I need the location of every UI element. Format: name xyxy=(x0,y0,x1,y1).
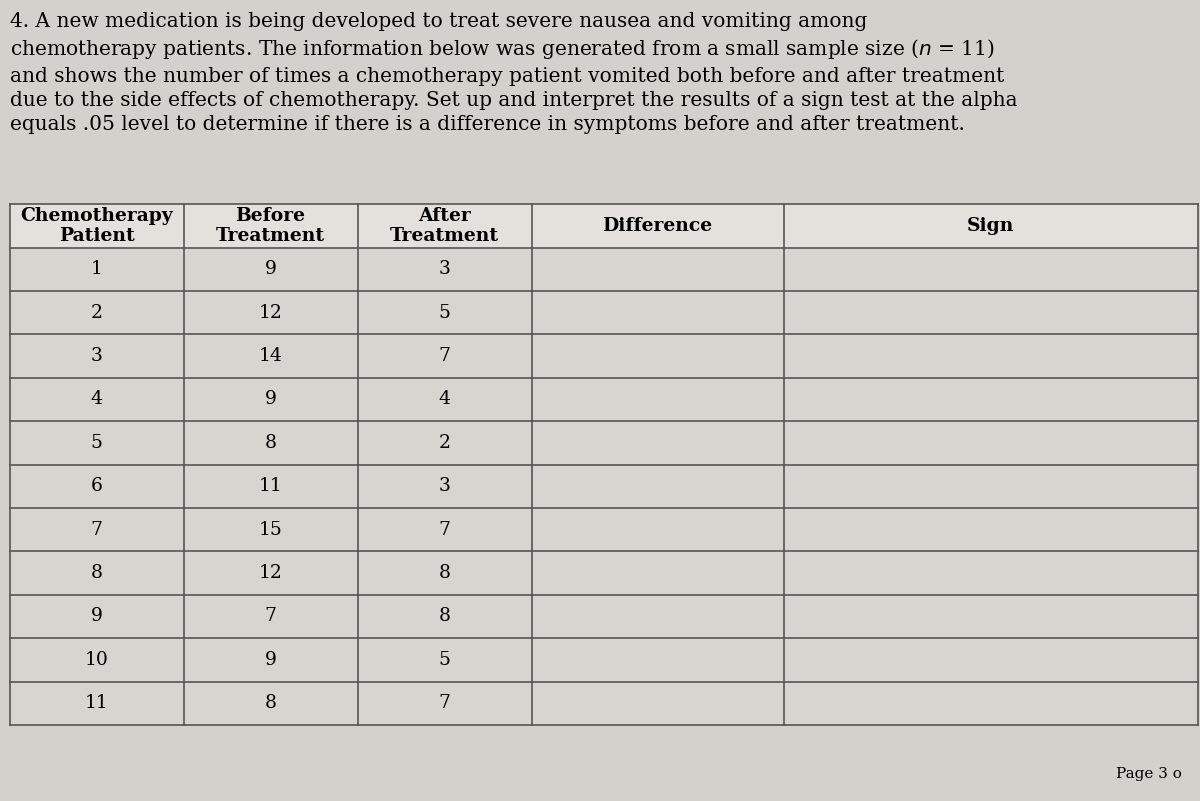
Text: 7: 7 xyxy=(438,694,450,712)
Text: 9: 9 xyxy=(265,260,276,278)
Text: 3: 3 xyxy=(439,477,450,495)
Text: 8: 8 xyxy=(264,434,276,452)
Text: 11: 11 xyxy=(259,477,282,495)
Text: Page 3 o: Page 3 o xyxy=(1116,767,1182,781)
Text: 2: 2 xyxy=(91,304,103,322)
Text: 2: 2 xyxy=(438,434,450,452)
Text: 8: 8 xyxy=(91,564,103,582)
Text: 9: 9 xyxy=(265,651,276,669)
Text: After
Treatment: After Treatment xyxy=(390,207,499,245)
Text: 7: 7 xyxy=(438,521,450,538)
Text: Sign: Sign xyxy=(967,217,1014,235)
Text: 4: 4 xyxy=(91,391,103,409)
Text: 9: 9 xyxy=(265,391,276,409)
Text: 12: 12 xyxy=(259,564,282,582)
Text: 5: 5 xyxy=(438,304,450,322)
Text: Difference: Difference xyxy=(602,217,713,235)
Text: 9: 9 xyxy=(91,607,102,626)
Text: 12: 12 xyxy=(259,304,282,322)
Text: 8: 8 xyxy=(438,564,450,582)
Text: 6: 6 xyxy=(91,477,102,495)
Text: Before
Treatment: Before Treatment xyxy=(216,207,325,245)
Text: 14: 14 xyxy=(259,347,282,365)
Text: 8: 8 xyxy=(264,694,276,712)
Text: 5: 5 xyxy=(91,434,103,452)
Text: 4: 4 xyxy=(438,391,450,409)
Text: 8: 8 xyxy=(438,607,450,626)
Text: 7: 7 xyxy=(91,521,103,538)
Text: 11: 11 xyxy=(85,694,108,712)
Text: 1: 1 xyxy=(91,260,102,278)
Text: 7: 7 xyxy=(438,347,450,365)
Text: 4. A new medication is being developed to treat severe nausea and vomiting among: 4. A new medication is being developed t… xyxy=(10,12,1018,134)
Text: 7: 7 xyxy=(264,607,276,626)
Text: 15: 15 xyxy=(259,521,282,538)
Text: 5: 5 xyxy=(438,651,450,669)
Text: 3: 3 xyxy=(439,260,450,278)
Text: Chemotherapy
Patient: Chemotherapy Patient xyxy=(20,207,173,245)
Text: 3: 3 xyxy=(91,347,102,365)
Text: 10: 10 xyxy=(85,651,108,669)
